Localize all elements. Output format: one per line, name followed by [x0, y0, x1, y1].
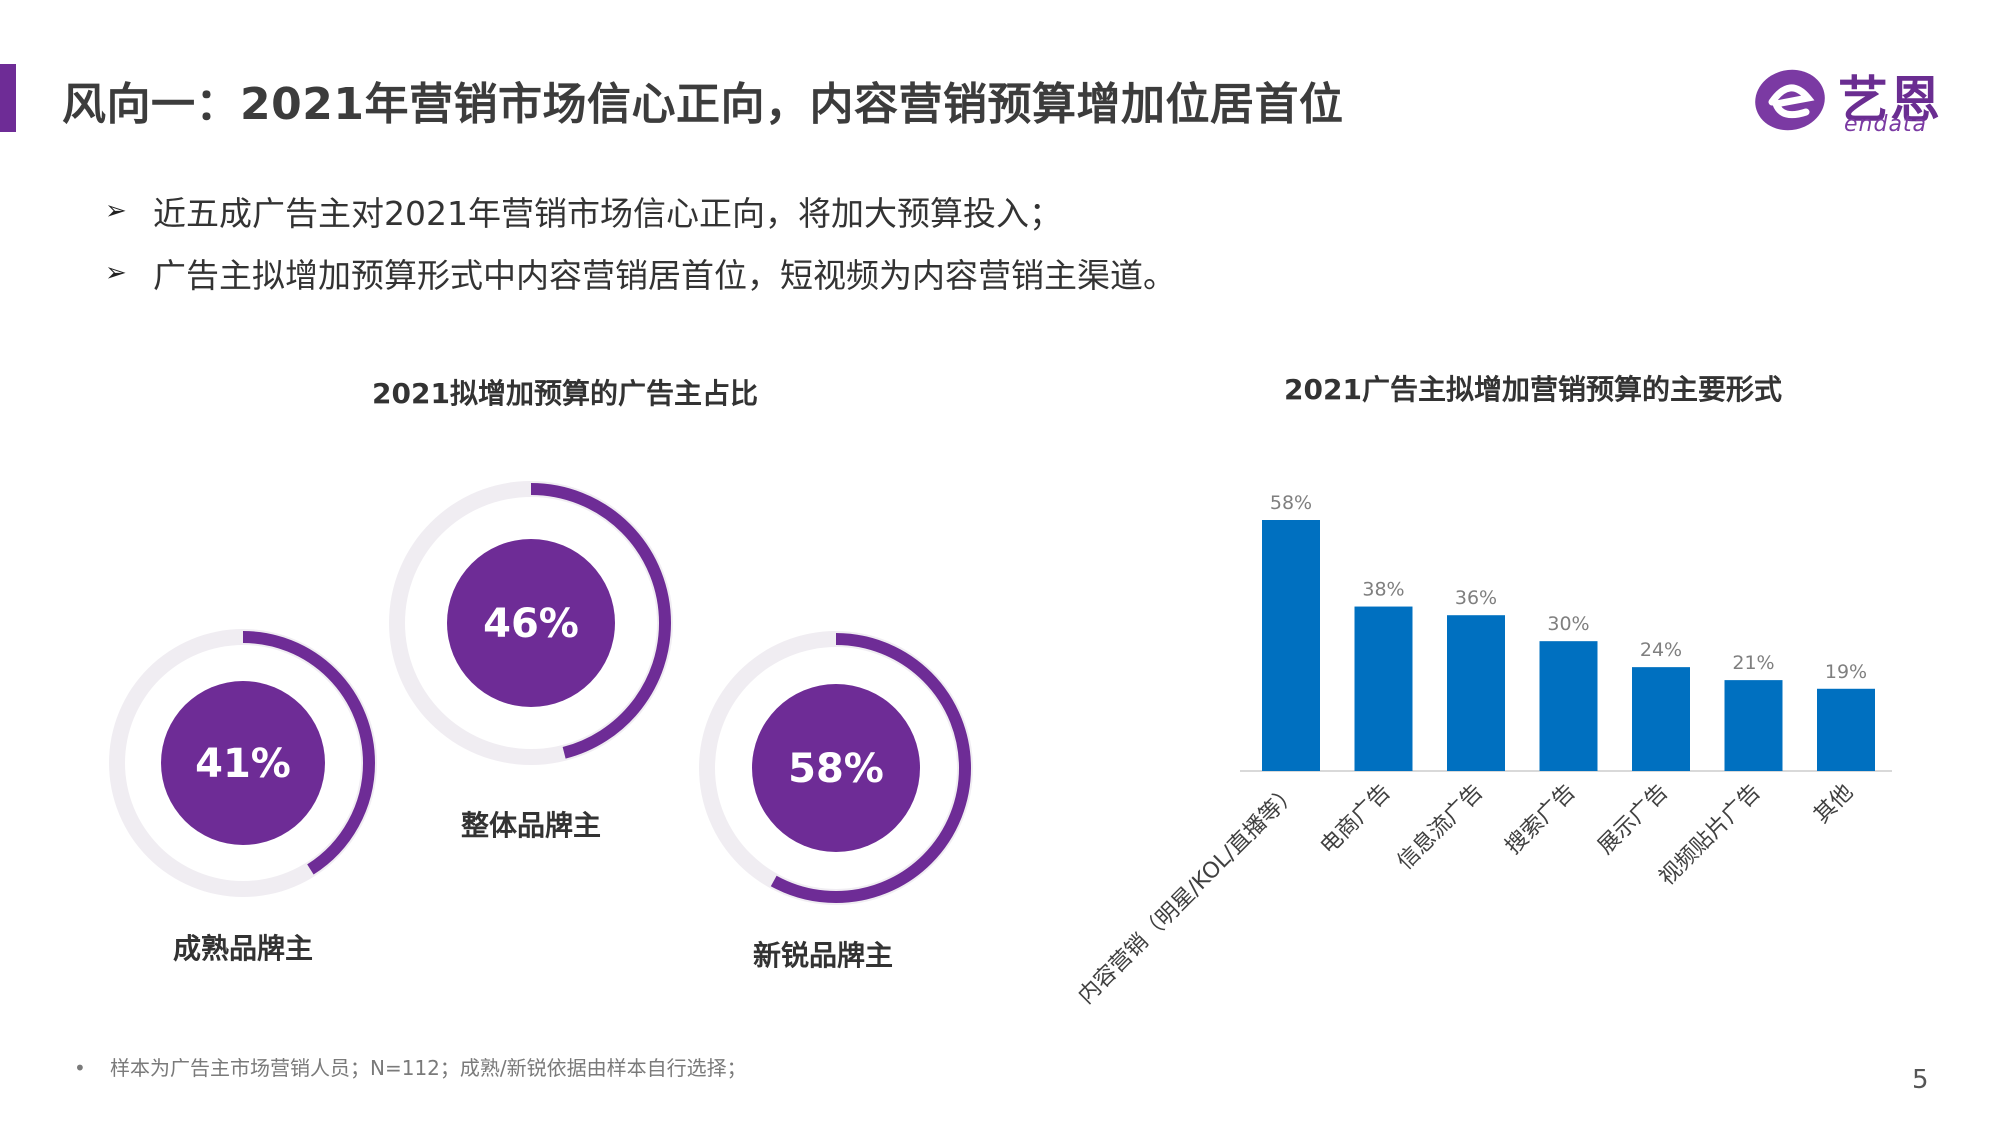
x-tick-label: 内容营销（明星/KOL/直播等） — [1074, 780, 1304, 1010]
bullet-text: 近五成广告主对2021年营销市场信心正向，将加大预算投入； — [153, 194, 1062, 233]
bar-value-label: 21% — [1732, 652, 1774, 674]
bar-chart: 58% 内容营销（明星/KOL/直播等） 38% 电商广告 36% 信息流广告 30% 搜索广… — [1074, 492, 1892, 1010]
ring-center — [161, 681, 325, 845]
ring-category-label: 新锐品牌主 — [753, 939, 893, 972]
bar — [1817, 688, 1875, 771]
bar — [1724, 680, 1783, 771]
ring-progress-arc — [701, 633, 971, 903]
bar-value-label: 58% — [1270, 492, 1312, 514]
ring-value-label: 46% — [483, 601, 579, 647]
x-tick-label: 电商广告 — [1316, 780, 1396, 860]
footnote: • 样本为广告主市场营销人员；N=112；成熟/新锐依据由样本自行选择； — [74, 1052, 747, 1081]
ring-2: 46% 整体品牌主 — [389, 481, 673, 842]
bar-chart-title: 2021广告主拟增加营销预算的主要形式 — [1284, 373, 1782, 406]
x-tick-label: 搜索广告 — [1501, 780, 1581, 860]
arrow-bullet-icon: ➢ — [105, 258, 127, 288]
x-tick-label: 信息流广告 — [1393, 780, 1488, 875]
bar — [1447, 615, 1505, 771]
bullet-item: ➢ 近五成广告主对2021年营销市场信心正向，将加大预算投入； — [105, 180, 1176, 242]
bar — [1354, 606, 1413, 771]
bar-value-label: 36% — [1455, 587, 1497, 609]
endata-logo: 艺恩 endata — [1752, 60, 1952, 140]
bar-value-label: 24% — [1640, 639, 1682, 661]
bar-value-label: 38% — [1362, 579, 1404, 601]
footnote-bullet-icon: • — [74, 1056, 86, 1080]
footnote-text: 样本为广告主市场营销人员；N=112；成熟/新锐依据由样本自行选择； — [110, 1056, 747, 1080]
bullet-item: ➢ 广告主拟增加预算形式中内容营销居首位，短视频为内容营销主渠道。 — [105, 242, 1176, 304]
bar-value-label: 30% — [1547, 613, 1589, 635]
logo-text-cn: 艺恩 — [1838, 71, 1942, 129]
bar-value-label: 19% — [1825, 661, 1867, 683]
logo-text-en: endata — [1844, 112, 1928, 137]
x-tick-label: 其他 — [1809, 780, 1858, 829]
endata-logo-icon — [1755, 69, 1825, 131]
bar — [1632, 667, 1690, 771]
bar — [1539, 641, 1598, 771]
ring-value-label: 41% — [195, 741, 291, 787]
ring-1: 41% 成熟品牌主 — [109, 629, 377, 965]
ring-3: 58% 新锐品牌主 — [699, 631, 973, 972]
ring-center — [447, 539, 615, 707]
bullet-list: ➢ 近五成广告主对2021年营销市场信心正向，将加大预算投入； ➢ 广告主拟增加… — [105, 180, 1176, 304]
page-title: 风向一：2021年营销市场信心正向，内容营销预算增加位居首位 — [62, 79, 1344, 130]
ring-value-label: 58% — [788, 746, 884, 792]
ring-center — [752, 684, 920, 852]
page-number: 5 — [1912, 1065, 1929, 1095]
bullet-text: 广告主拟增加预算形式中内容营销居首位，短视频为内容营销主渠道。 — [153, 256, 1176, 295]
x-tick-label: 展示广告 — [1593, 780, 1673, 860]
radial-progress-chart: 41% 成熟品牌主 46% 整体品牌主 58% 新锐品牌主 — [109, 481, 973, 972]
arrow-bullet-icon: ➢ — [105, 196, 127, 226]
title-accent-bar — [0, 64, 16, 132]
ring-progress-arc — [111, 631, 375, 895]
ring-progress-arc — [391, 483, 671, 763]
left-chart-title: 2021拟增加预算的广告主占比 — [372, 377, 758, 410]
bar — [1262, 520, 1320, 771]
ring-category-label: 成熟品牌主 — [173, 932, 313, 965]
ring-category-label: 整体品牌主 — [461, 809, 601, 842]
